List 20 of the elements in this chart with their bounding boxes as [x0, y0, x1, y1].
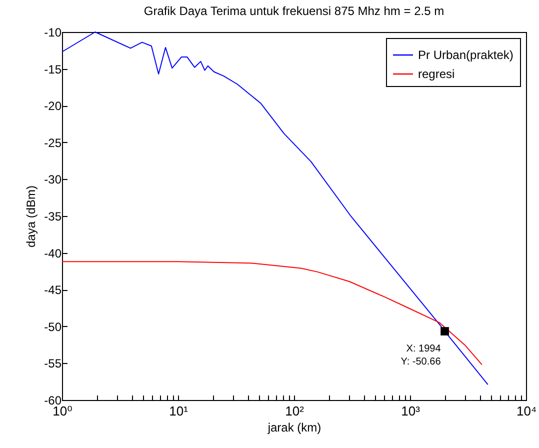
y-tick-label: -20 [44, 99, 62, 114]
legend-label: regresi [418, 67, 455, 81]
y-tick-label: -50 [44, 320, 62, 334]
legend-label: Pr Urban(praktek) [418, 48, 514, 62]
x-axis-title: jarak (km) [266, 420, 322, 434]
x-tick-label: 10³ [401, 404, 421, 418]
annotation: X: 1994 Y: -50.66 [400, 343, 442, 368]
y-tick-label: -45 [44, 283, 62, 298]
y-axis-title: daya (dBm) [24, 185, 38, 248]
y-tick-label: -35 [44, 210, 62, 224]
y-tick-label: -15 [44, 62, 62, 76]
chart-title: Grafik Daya Terima untuk frekuensi 875 Mhz hm = 2.5 m [144, 4, 444, 18]
x-tick-label: 10² [285, 404, 305, 418]
y-tick-label: -10 [44, 26, 62, 40]
y-tick-label: -40 [44, 246, 62, 260]
y-tick-label: -30 [44, 172, 62, 187]
x-tick-label: 10¹ [169, 404, 189, 418]
y-tick-label: -25 [44, 136, 62, 150]
y-tick-label: -55 [44, 356, 62, 371]
x-tick-label: 10⁴ [516, 404, 537, 418]
